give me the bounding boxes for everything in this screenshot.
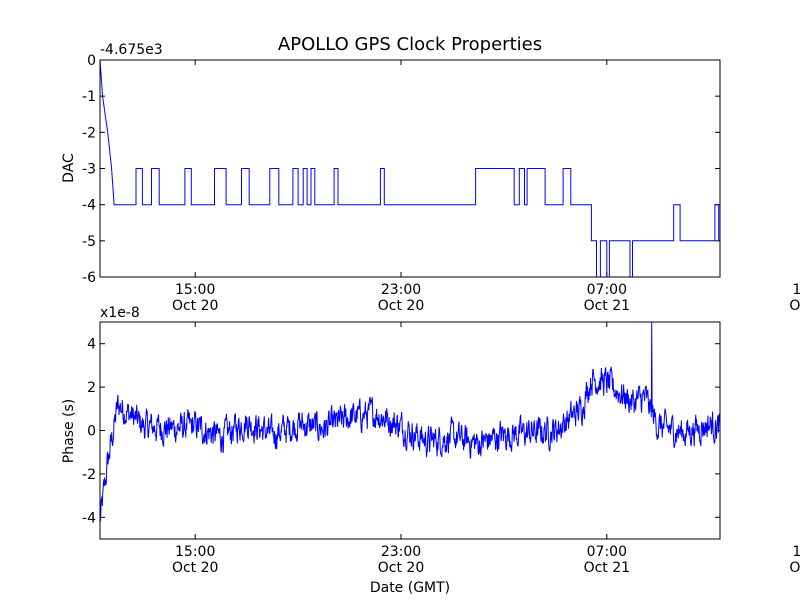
y-tick-label: -1 [82,89,96,105]
y-tick-label: 2 [87,380,96,396]
y-tick-label: -3 [82,162,96,178]
phase-offset-label: x1e-8 [100,305,140,321]
x-tick-time: 15:00 [175,544,215,560]
x-tick-date: Oct 21 [584,560,630,576]
phase-series-line [99,321,721,522]
x-tick-time: 07:00 [587,544,627,560]
dac-series-line [99,59,721,278]
y-tick-label: -6 [82,270,96,286]
x-tick-date: Oct 21 [789,298,800,314]
x-tick-time: 15:00 [792,544,800,560]
y-tick-label: -5 [82,234,96,250]
phase-xlabel: Date (GMT) [370,580,450,596]
y-tick-label: 0 [87,53,96,69]
x-tick-time: 23:00 [381,544,421,560]
y-tick-label: -4 [82,198,96,214]
x-tick-date: Oct 20 [378,298,424,314]
x-tick-date: Oct 20 [172,560,218,576]
phase-ylabel: Phase (s) [61,399,77,463]
x-tick-date: Oct 21 [789,560,800,576]
y-tick-label: 0 [87,424,96,440]
x-tick-date: Oct 20 [172,298,218,314]
y-tick-label: -4 [82,510,96,526]
x-tick-date: Oct 21 [584,298,630,314]
phase-axes-frame [99,321,721,540]
y-tick-label: 4 [87,337,96,353]
dac-offset-label: -4.675e3 [100,42,163,58]
dac-axes-frame [99,59,721,278]
x-tick-time: 15:00 [792,282,800,298]
x-tick-date: Oct 20 [378,560,424,576]
y-tick-label: -2 [82,125,96,141]
y-tick-label: -2 [82,467,96,483]
dac-ylabel: DAC [61,153,77,183]
x-tick-time: 23:00 [381,282,421,298]
chart-title: APOLLO GPS Clock Properties [278,34,542,55]
x-tick-time: 07:00 [587,282,627,298]
x-tick-time: 15:00 [175,282,215,298]
